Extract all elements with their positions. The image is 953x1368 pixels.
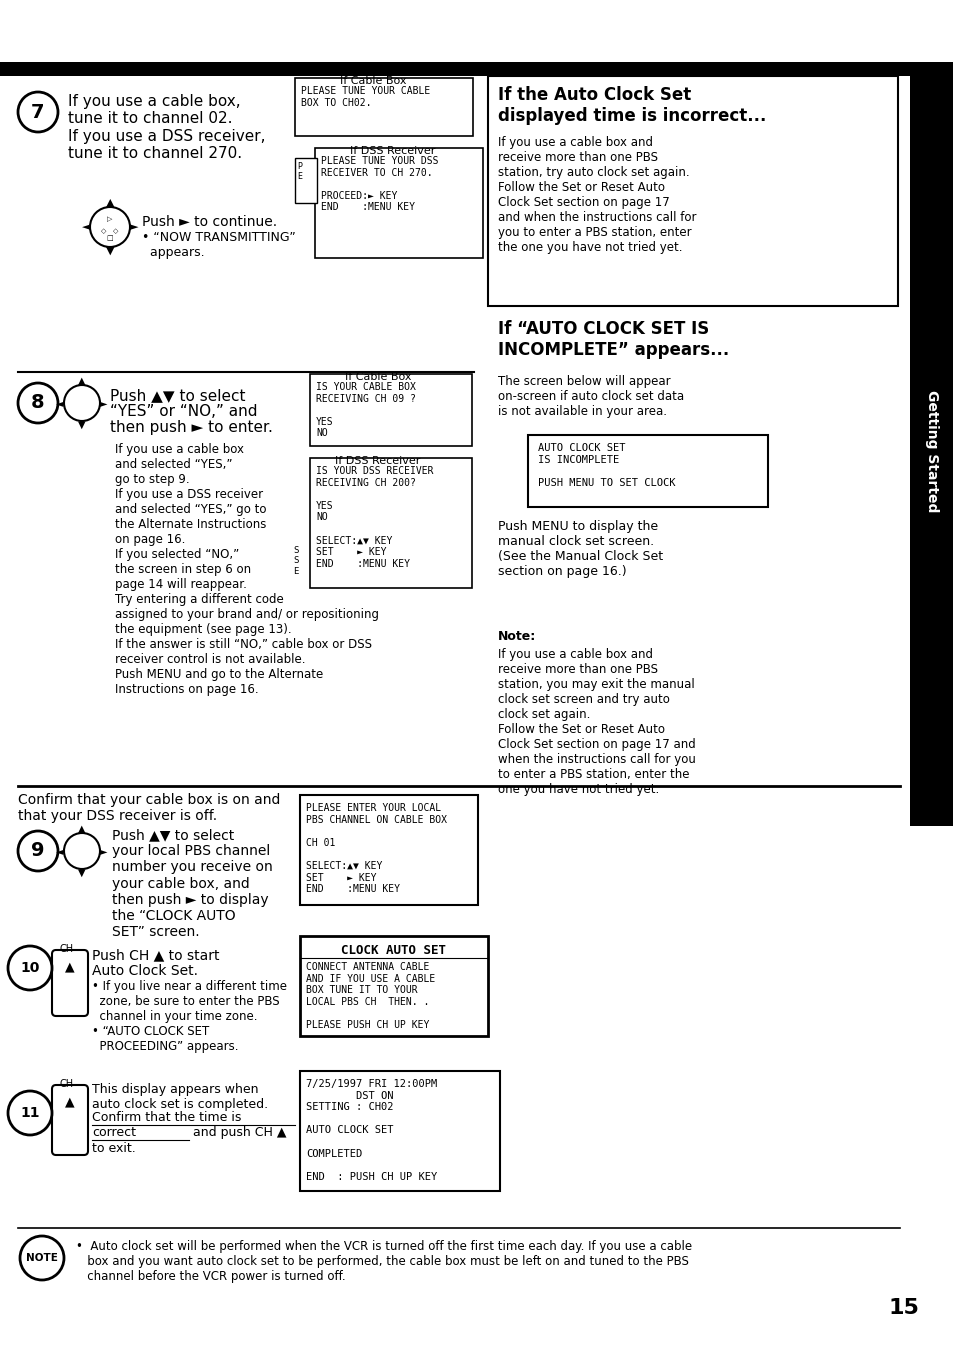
Text: ▼: ▼ bbox=[78, 869, 86, 878]
Text: Push ▲▼ to select: Push ▲▼ to select bbox=[110, 389, 245, 404]
Bar bbox=[294, 78, 473, 135]
Text: If you use a cable box and
receive more than one PBS
station, try auto clock set: If you use a cable box and receive more … bbox=[497, 135, 696, 254]
Bar bbox=[527, 435, 767, 508]
Text: If DSS Receiver: If DSS Receiver bbox=[335, 456, 420, 466]
Text: P
E: P E bbox=[296, 161, 302, 182]
Text: “YES” or “NO,” and: “YES” or “NO,” and bbox=[110, 404, 257, 419]
Text: ◄: ◄ bbox=[82, 222, 91, 233]
Circle shape bbox=[8, 947, 52, 990]
Text: IS YOUR DSS RECEIVER
RECEIVING CH 200?

YES
NO

SELECT:▲▼ KEY
SET    ► KEY
END  : IS YOUR DSS RECEIVER RECEIVING CH 200? Y… bbox=[315, 466, 433, 569]
Text: Note:: Note: bbox=[497, 631, 536, 643]
Circle shape bbox=[8, 1092, 52, 1135]
Text: 10: 10 bbox=[20, 960, 40, 975]
Text: appears.: appears. bbox=[142, 246, 204, 259]
Text: Push ► to continue.: Push ► to continue. bbox=[142, 215, 276, 228]
Text: Push CH ▲ to start
Auto Clock Set.: Push CH ▲ to start Auto Clock Set. bbox=[91, 948, 219, 978]
Text: If “AUTO CLOCK SET IS
INCOMPLETE” appears...: If “AUTO CLOCK SET IS INCOMPLETE” appear… bbox=[497, 320, 728, 358]
Bar bbox=[314, 148, 482, 259]
Text: ►: ► bbox=[130, 222, 138, 233]
Text: 15: 15 bbox=[887, 1298, 918, 1317]
Text: ▲: ▲ bbox=[78, 824, 86, 834]
Circle shape bbox=[20, 1237, 64, 1280]
Bar bbox=[299, 1071, 499, 1192]
Text: 7: 7 bbox=[31, 103, 45, 122]
Circle shape bbox=[64, 833, 100, 869]
Text: If you use a cable box
and selected “YES,”
go to step 9.
If you use a DSS receiv: If you use a cable box and selected “YES… bbox=[115, 443, 378, 696]
FancyBboxPatch shape bbox=[52, 949, 88, 1016]
Text: CONNECT ANTENNA CABLE
AND IF YOU USE A CABLE
BOX TUNE IT TO YOUR
LOCAL PBS CH  T: CONNECT ANTENNA CABLE AND IF YOU USE A C… bbox=[306, 962, 435, 1030]
Text: ►: ► bbox=[100, 398, 108, 408]
Text: S
S
E: S S E bbox=[293, 546, 298, 576]
Text: If Cable Box: If Cable Box bbox=[339, 77, 406, 86]
Text: Getting Started: Getting Started bbox=[924, 390, 938, 512]
Text: ▼: ▼ bbox=[106, 246, 114, 256]
Text: 8: 8 bbox=[31, 394, 45, 413]
Bar bbox=[294, 157, 316, 202]
Text: IS YOUR CABLE BOX
RECEIVING CH 09 ?

YES
NO: IS YOUR CABLE BOX RECEIVING CH 09 ? YES … bbox=[315, 382, 416, 438]
Text: If the Auto Clock Set
displayed time is incorrect...: If the Auto Clock Set displayed time is … bbox=[497, 86, 765, 124]
Text: then push ► to enter.: then push ► to enter. bbox=[110, 420, 273, 435]
Text: ◄: ◄ bbox=[56, 398, 64, 408]
Text: CH: CH bbox=[60, 1079, 74, 1089]
Text: • “NOW TRANSMITTING”: • “NOW TRANSMITTING” bbox=[142, 231, 295, 244]
Text: If you use a cable box and
receive more than one PBS
station, you may exit the m: If you use a cable box and receive more … bbox=[497, 648, 695, 796]
Text: AUTO CLOCK SET
IS INCOMPLETE

PUSH MENU TO SET CLOCK: AUTO CLOCK SET IS INCOMPLETE PUSH MENU T… bbox=[537, 443, 675, 488]
Text: ◇: ◇ bbox=[113, 228, 118, 234]
Text: ▲: ▲ bbox=[106, 198, 114, 208]
Text: ◇: ◇ bbox=[101, 228, 107, 234]
Text: ▲: ▲ bbox=[65, 1094, 74, 1108]
Bar bbox=[488, 77, 897, 306]
Circle shape bbox=[18, 830, 58, 871]
Text: PLEASE TUNE YOUR DSS
RECEIVER TO CH 270.

PROCEED:► KEY
END    :MENU KEY: PLEASE TUNE YOUR DSS RECEIVER TO CH 270.… bbox=[320, 156, 438, 212]
Text: ◄: ◄ bbox=[56, 845, 64, 856]
Bar bbox=[310, 373, 472, 446]
Text: 11: 11 bbox=[20, 1105, 40, 1120]
Text: If you use a cable box,
tune it to channel 02.
If you use a DSS receiver,
tune i: If you use a cable box, tune it to chann… bbox=[68, 94, 265, 161]
Text: 9: 9 bbox=[31, 841, 45, 860]
FancyBboxPatch shape bbox=[52, 1085, 88, 1155]
Text: ▲: ▲ bbox=[78, 376, 86, 386]
Circle shape bbox=[18, 92, 58, 131]
Text: If Cable Box: If Cable Box bbox=[345, 372, 411, 382]
Text: PLEASE ENTER YOUR LOCAL
PBS CHANNEL ON CABLE BOX

CH 01

SELECT:▲▼ KEY
SET    ► : PLEASE ENTER YOUR LOCAL PBS CHANNEL ON C… bbox=[306, 803, 447, 895]
Bar bbox=[485, 77, 897, 836]
Text: ▷: ▷ bbox=[107, 216, 112, 222]
Text: Push ▲▼ to select
your local PBS channel
number you receive on
your cable box, a: Push ▲▼ to select your local PBS channel… bbox=[112, 828, 273, 940]
Text: ▲: ▲ bbox=[65, 960, 74, 973]
Bar bbox=[909, 77, 953, 826]
Text: □: □ bbox=[107, 235, 113, 241]
Text: PLEASE TUNE YOUR CABLE
BOX TO CH02.: PLEASE TUNE YOUR CABLE BOX TO CH02. bbox=[301, 86, 430, 108]
Circle shape bbox=[90, 207, 130, 248]
Text: The screen below will appear
on-screen if auto clock set data
is not available i: The screen below will appear on-screen i… bbox=[497, 375, 683, 419]
Circle shape bbox=[18, 383, 58, 423]
Text: and push CH ▲: and push CH ▲ bbox=[189, 1126, 286, 1140]
Text: 7/25/1997 FRI 12:00PM
        DST ON
SETTING : CH02

AUTO CLOCK SET

COMPLETED

: 7/25/1997 FRI 12:00PM DST ON SETTING : C… bbox=[306, 1079, 436, 1182]
Bar bbox=[299, 795, 477, 906]
Bar bbox=[0, 62, 953, 77]
Text: to exit.: to exit. bbox=[91, 1142, 135, 1155]
Text: ►: ► bbox=[100, 845, 108, 856]
Text: NOTE: NOTE bbox=[26, 1253, 58, 1263]
Bar bbox=[310, 458, 472, 588]
Text: Push MENU to display the
manual clock set screen.
(See the Manual Clock Set
sect: Push MENU to display the manual clock se… bbox=[497, 520, 662, 579]
Text: • If you live near a different time
  zone, be sure to enter the PBS
  channel i: • If you live near a different time zone… bbox=[91, 979, 287, 1053]
Text: correct: correct bbox=[91, 1126, 136, 1140]
Text: CLOCK AUTO SET: CLOCK AUTO SET bbox=[341, 944, 446, 958]
Text: If DSS Receiver: If DSS Receiver bbox=[350, 146, 435, 156]
Text: ▼: ▼ bbox=[78, 420, 86, 430]
Text: This display appears when
auto clock set is completed.: This display appears when auto clock set… bbox=[91, 1083, 268, 1111]
Circle shape bbox=[64, 384, 100, 421]
Text: CH: CH bbox=[60, 944, 74, 953]
Text: Confirm that the time is: Confirm that the time is bbox=[91, 1111, 241, 1124]
Text: •  Auto clock set will be performed when the VCR is turned off the first time ea: • Auto clock set will be performed when … bbox=[76, 1239, 691, 1283]
Bar bbox=[299, 936, 488, 1036]
Text: Confirm that your cable box is on and
that your DSS receiver is off.: Confirm that your cable box is on and th… bbox=[18, 793, 280, 824]
